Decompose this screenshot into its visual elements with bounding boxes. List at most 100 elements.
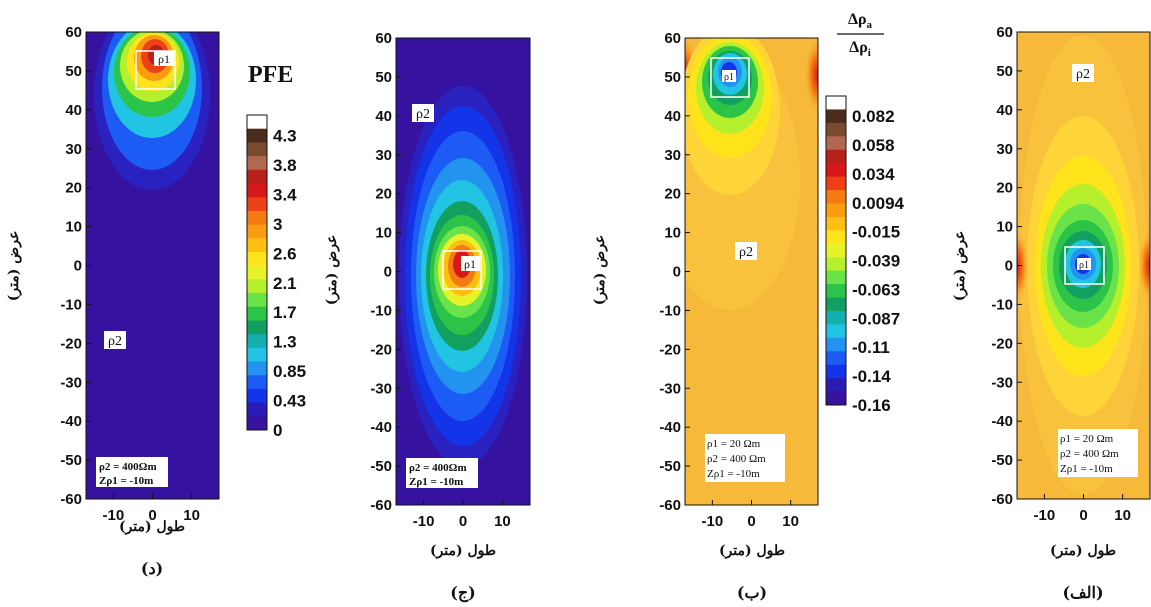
svg-text:Δρi: Δρi — [849, 39, 871, 59]
panel-d-contours — [94, 32, 210, 190]
panel-a-anomaly-label: ρ1 — [1077, 258, 1091, 271]
pfe-colorbar-swatch — [247, 361, 267, 376]
panel-d-xtick-label: 0 — [148, 507, 156, 524]
panel-b-ytick-label: 0 — [673, 264, 681, 281]
svg-text:Zρ1 = -10m: Zρ1 = -10m — [409, 476, 463, 488]
panel-d-anomaly-label: ρ1 — [154, 51, 174, 66]
panel-d-caption: (د) — [141, 559, 163, 578]
pfe-colorbar-swatch — [247, 169, 267, 184]
panel-a-background-label: ρ2 — [1072, 64, 1094, 82]
pfe-colorbar-swatches — [246, 114, 268, 431]
panel-a-xtick-label: 10 — [1114, 507, 1131, 524]
panel-a-xtick-label: -10 — [1034, 507, 1056, 524]
panel-c-contours — [399, 86, 527, 466]
panel-b-ytick-label: -60 — [659, 497, 681, 514]
svg-text:Δρa: Δρa — [848, 11, 873, 31]
ratio-colorbar-swatch — [826, 310, 846, 325]
panel-a-ytick-label: 30 — [996, 141, 1013, 158]
pfe-colorbar-swatch — [247, 402, 267, 417]
panel-a-ytick-label: -10 — [991, 296, 1013, 313]
pfe-colorbar-swatch — [247, 224, 267, 239]
panel-d-ytick-label: 30 — [65, 141, 82, 158]
svg-text:ρ1: ρ1 — [158, 52, 170, 66]
pfe-colorbar-swatch — [247, 210, 267, 226]
panel-c-ytick-label: -30 — [370, 380, 392, 397]
panel-b-anomaly-box — [710, 57, 750, 98]
panel-c-ytick-label: 20 — [375, 186, 392, 203]
ratio-colorbar-swatch — [826, 96, 846, 110]
ratio-colorbar-swatch — [826, 176, 846, 191]
ratio-colorbar-title: Δρa Δρi — [837, 11, 884, 59]
ratio-colorbar-label: -0.015 — [852, 223, 900, 242]
panel-a-ytick-label: -50 — [991, 452, 1013, 469]
ratio-colorbar-label: 0.058 — [852, 136, 895, 155]
panel-b-ytick-label: -50 — [659, 458, 681, 475]
panel-c-ytick-label: 0 — [384, 264, 392, 281]
ratio-colorbar-swatch — [826, 136, 846, 151]
panel-d-ytick-label: 50 — [65, 63, 82, 80]
panel-b-ticks: 60 50 40 30 20 10 0 -10 -20 -30 -40 -50 -60 -10 0 10 — [659, 30, 799, 530]
panel-a-ytick-label: -60 — [991, 491, 1013, 508]
panel-c-ytick-label: 30 — [375, 147, 392, 164]
svg-text:ρ1 = 20 Ωm: ρ1 = 20 Ωm — [707, 438, 761, 450]
panel-d-ytick-label: -50 — [60, 452, 82, 469]
panel-b-ytick-label: 30 — [664, 147, 681, 164]
ratio-colorbar-swatch — [826, 190, 846, 204]
ratio-colorbar-swatch — [826, 230, 846, 245]
ratio-colorbar-label: -0.16 — [852, 396, 891, 415]
pfe-colorbar-swatch — [247, 183, 267, 198]
panel-d-ticks: 60 50 40 30 20 10 0 -10 -20 -30 -40 -50 -60 -10 0 10 — [60, 24, 200, 524]
panel-c-ytick-label: 10 — [375, 225, 392, 242]
ratio-colorbar-label: 0.0094 — [852, 194, 905, 213]
pfe-colorbar-labels: 4.3 3.8 3.4 3 2.6 2.1 1.7 1.3 0.85 0.43 0 — [273, 127, 306, 440]
panel-a-ytick-label: 20 — [996, 180, 1013, 197]
svg-text:ρ2: ρ2 — [1076, 67, 1090, 82]
ratio-colorbar-swatch — [826, 243, 846, 258]
svg-text:ρ2 = 400Ωm: ρ2 = 400Ωm — [99, 461, 157, 473]
ratio-colorbar-swatch — [826, 216, 846, 231]
panel-a-ytick-label: 40 — [996, 102, 1013, 119]
ratio-colorbar-swatch — [826, 109, 846, 124]
panel-b-xlabel: طول (متر) — [719, 543, 785, 559]
pfe-colorbar-swatch — [247, 375, 267, 390]
panel-a-ytick-label: -40 — [991, 413, 1013, 430]
panel-d-background-label: ρ2 — [104, 331, 126, 349]
pfe-colorbar-label: 3 — [273, 215, 282, 234]
svg-text:ρ1: ρ1 — [724, 72, 734, 83]
svg-text:ρ2 = 400Ωm: ρ2 = 400Ωm — [409, 462, 467, 474]
panel-b-ytick-label: -40 — [659, 419, 681, 436]
pfe-colorbar-swatch — [247, 334, 267, 349]
panel-b-ytick-label: -30 — [659, 380, 681, 397]
svg-text:ρ1 = 20 Ωm: ρ1 = 20 Ωm — [1060, 433, 1114, 445]
pfe-colorbar-swatch — [247, 416, 267, 431]
pfe-colorbar-swatch — [247, 238, 267, 253]
panel-a-ytick-label: -30 — [991, 374, 1013, 391]
ratio-colorbar-swatch — [826, 203, 846, 218]
panel-c-anomaly-box — [442, 250, 482, 290]
panel-c-ytick-label: -10 — [370, 302, 392, 319]
panel-b-xtick-label: -10 — [702, 513, 724, 530]
ratio-colorbar-swatch — [826, 324, 846, 339]
panel-d: ρ1 ρ2 ρ2 = 400Ωm Zρ1 = -10m 60 50 40 30 20 10… — [6, 24, 220, 578]
panel-c-ytick-label: 50 — [375, 69, 392, 86]
panel-b: ρ1 ρ2 ρ1 = 20 Ωm ρ2 = 400 Ωm Zρ1 = -10m … — [592, 30, 819, 602]
panel-a-ticks: 60 50 40 30 20 10 0 -10 -20 -30 -40 -50 -60 -10 0 10 — [991, 24, 1131, 524]
panel-b-xtick-label: 10 — [782, 513, 799, 530]
pfe-colorbar-swatch — [247, 156, 267, 171]
panel-b-ytick-label: 40 — [664, 108, 681, 125]
panel-d-ytick-label: -20 — [60, 335, 82, 352]
svg-text:ρ2: ρ2 — [108, 334, 122, 349]
panel-b-ytick-label: -10 — [659, 302, 681, 319]
ratio-colorbar-swatch — [826, 337, 846, 352]
svg-text:ρ1: ρ1 — [464, 257, 476, 271]
panel-b-caption: (ب) — [737, 583, 767, 602]
panel-c-xlabel: طول (متر) — [430, 543, 496, 559]
panel-a-ytick-label: 0 — [1005, 258, 1013, 275]
ratio-colorbar-label: -0.063 — [852, 280, 900, 299]
pfe-colorbar-label: 1.3 — [273, 333, 297, 352]
panel-c-ytick-label: -50 — [370, 458, 392, 475]
pfe-colorbar-swatch — [247, 293, 267, 308]
panel-c-ytick-label: -40 — [370, 419, 392, 436]
panel-d-xtick-label: 10 — [183, 507, 200, 524]
panel-c-ylabel: عرض (متر) — [324, 235, 340, 306]
